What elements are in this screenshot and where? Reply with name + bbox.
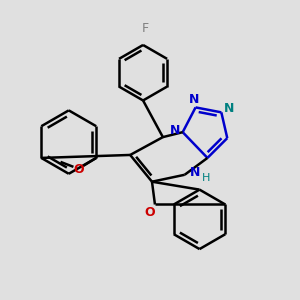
Text: N: N: [169, 124, 180, 137]
Text: N: N: [188, 93, 199, 106]
Text: N: N: [189, 166, 200, 179]
Text: O: O: [145, 206, 155, 219]
Text: F: F: [142, 22, 148, 35]
Text: N: N: [224, 102, 234, 115]
Text: H: H: [202, 173, 211, 183]
Text: O: O: [73, 163, 84, 176]
